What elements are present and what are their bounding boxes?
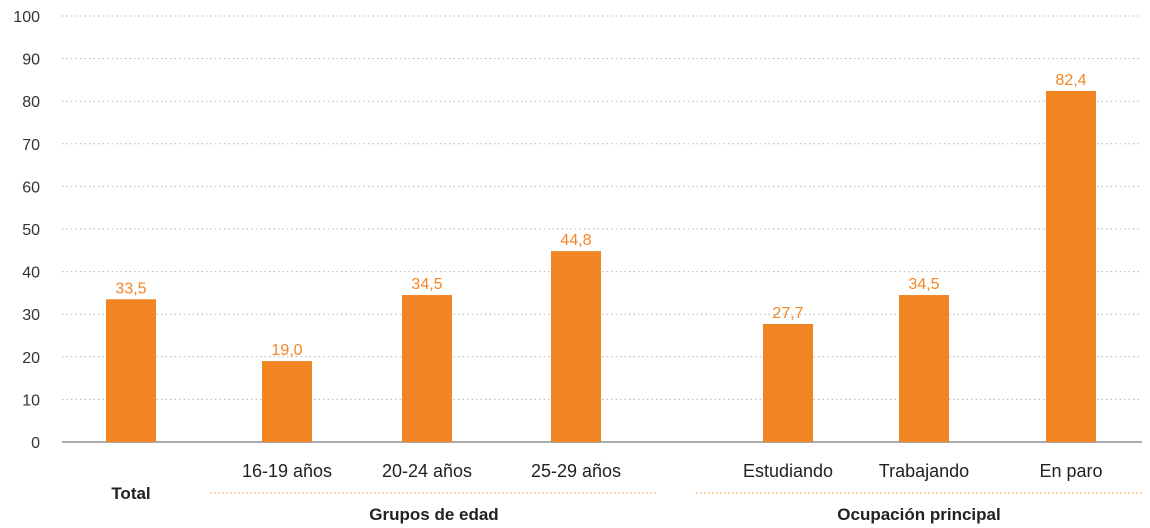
gridlines — [62, 15, 1142, 400]
value-label: 44,8 — [560, 232, 591, 249]
group-labels: Grupos de edad Ocupación principal — [210, 492, 1142, 524]
value-label: 33,5 — [115, 280, 146, 297]
value-label: 27,7 — [772, 305, 803, 322]
bars — [106, 90, 1096, 442]
category-label: 16-19 años — [242, 461, 332, 481]
category-label: 20-24 años — [382, 461, 472, 481]
category-label: 25-29 años — [531, 461, 621, 481]
value-labels: 33,5 19,0 34,5 44,8 27,7 34,5 82,4 — [115, 72, 1086, 359]
y-tick-label: 60 — [22, 179, 40, 196]
value-label: 34,5 — [411, 276, 442, 293]
category-label: En paro — [1039, 461, 1102, 481]
bar — [1046, 90, 1096, 442]
y-tick-label: 0 — [31, 435, 40, 452]
y-tick-label: 50 — [22, 222, 40, 239]
bar — [262, 361, 312, 442]
y-tick-label: 20 — [22, 350, 40, 367]
bar — [899, 295, 949, 442]
value-label: 19,0 — [271, 342, 302, 359]
y-tick-label: 70 — [22, 137, 40, 154]
y-tick-label: 10 — [22, 392, 40, 409]
category-label: Total — [111, 484, 150, 503]
bar — [551, 251, 601, 442]
bar — [106, 299, 156, 442]
y-tick-label: 90 — [22, 52, 40, 69]
category-label: Estudiando — [743, 461, 833, 481]
bar — [763, 323, 813, 442]
value-label: 82,4 — [1055, 72, 1086, 89]
group-label: Ocupación principal — [837, 505, 1000, 524]
y-tick-label: 80 — [22, 94, 40, 111]
bar — [402, 295, 452, 442]
value-label: 34,5 — [908, 276, 939, 293]
y-tick-label: 40 — [22, 265, 40, 282]
category-labels: Total 16-19 años 20-24 años 25-29 años Estud… — [111, 461, 1102, 503]
y-tick-label: 100 — [13, 9, 40, 26]
y-tick-label: 30 — [22, 307, 40, 324]
group-label: Grupos de edad — [369, 505, 498, 524]
category-label: Trabajando — [879, 461, 969, 481]
y-axis-ticks: 0 10 20 30 40 50 60 70 80 90 100 — [13, 9, 40, 452]
